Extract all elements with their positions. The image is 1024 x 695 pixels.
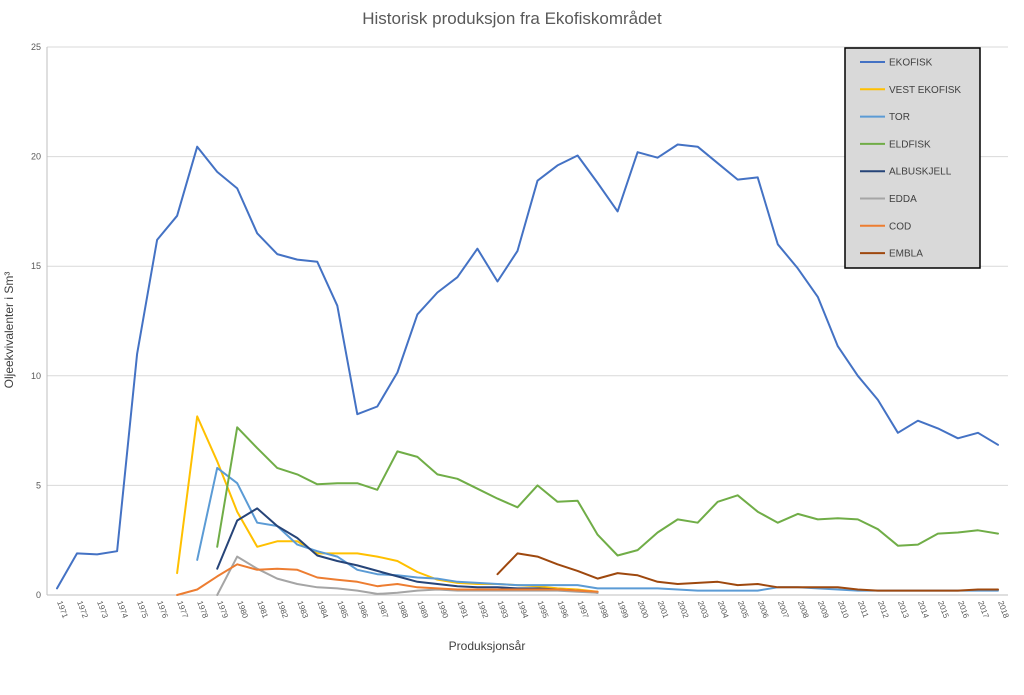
x-tick-label: 2018 bbox=[996, 600, 1011, 620]
legend-label-edda: EDDA bbox=[889, 194, 917, 205]
legend-box bbox=[844, 47, 981, 269]
x-tick-label: 1993 bbox=[496, 600, 511, 620]
x-tick-label: 2007 bbox=[776, 600, 791, 620]
x-tick-label: 1982 bbox=[275, 600, 290, 620]
y-tick-label: 0 bbox=[36, 590, 41, 600]
series-line-edda bbox=[216, 555, 599, 596]
legend-label-embla: EMBLA bbox=[889, 249, 923, 260]
x-tick-label: 1995 bbox=[536, 600, 551, 620]
legend-label-eldfisk: ELDFISK bbox=[889, 139, 931, 150]
x-tick-label: 1998 bbox=[596, 600, 611, 620]
x-tick-label: 2003 bbox=[696, 600, 711, 620]
x-tick-label: 2002 bbox=[676, 600, 691, 620]
series-line-albuskjell bbox=[216, 507, 599, 594]
x-tick-label: 1986 bbox=[355, 600, 370, 620]
x-tick-label: 2004 bbox=[716, 600, 731, 620]
x-tick-label: 1974 bbox=[115, 600, 130, 620]
series-lines bbox=[56, 143, 999, 596]
x-tick-label: 1971 bbox=[55, 600, 70, 620]
x-tick-label: 1975 bbox=[135, 600, 150, 620]
y-axis-title: Oljeekvivalenter i Sm³ bbox=[2, 272, 16, 389]
x-tick-label: 1980 bbox=[235, 600, 250, 620]
x-axis-title: Produksjonsår bbox=[449, 639, 526, 653]
series-line-eldfisk bbox=[216, 426, 999, 557]
x-tick-label: 2017 bbox=[976, 600, 991, 620]
legend-label-albuskjell: ALBUSKJELL bbox=[889, 167, 952, 178]
legend-label-ekofisk: EKOFISK bbox=[889, 58, 933, 69]
x-tick-label: 2015 bbox=[936, 600, 951, 620]
x-tick-label: 1996 bbox=[556, 600, 571, 620]
legend: EKOFISK VEST EKOFISK TOR ELDFISK ALBUSKJELL E… bbox=[844, 47, 981, 269]
series-line-cod bbox=[176, 563, 599, 596]
y-tick-label: 20 bbox=[31, 152, 41, 162]
x-tick-label: 1994 bbox=[516, 600, 531, 620]
x-tick-label: 1976 bbox=[155, 600, 170, 620]
x-tick-label: 1988 bbox=[395, 600, 410, 620]
x-tick-label: 1991 bbox=[456, 600, 471, 620]
x-tick-label: 1979 bbox=[215, 600, 230, 620]
x-tick-label: 2005 bbox=[736, 600, 751, 620]
x-tick-label: 1992 bbox=[476, 600, 491, 620]
x-tick-label: 1990 bbox=[436, 600, 451, 620]
x-tick-label: 1984 bbox=[315, 600, 330, 620]
x-tick-label: 2000 bbox=[636, 600, 651, 620]
legend-label-vest-ekofisk: VEST EKOFISK bbox=[889, 85, 961, 96]
x-tick-label: 2008 bbox=[796, 600, 811, 620]
x-tick-label: 2016 bbox=[956, 600, 971, 620]
x-tick-label: 1987 bbox=[375, 600, 390, 620]
x-tick-label: 1973 bbox=[95, 600, 110, 620]
y-tick-labels: 0 5 10 15 20 25 bbox=[31, 42, 41, 600]
x-tick-label: 1983 bbox=[295, 600, 310, 620]
chart-title: Historisk produksjon fra Ekofiskområdet bbox=[362, 9, 662, 28]
series-line-embla bbox=[496, 552, 999, 592]
x-tick-label: 2001 bbox=[656, 600, 671, 620]
x-tick-label: 1997 bbox=[576, 600, 591, 620]
x-tick-label: 1999 bbox=[616, 600, 631, 620]
x-tick-label: 2009 bbox=[816, 600, 831, 620]
x-tick-label: 1981 bbox=[255, 600, 270, 620]
x-tick-label: 2011 bbox=[856, 600, 871, 620]
x-tick-labels: 1971 1972 1973 1974 1975 1976 1977 1978 1979 1980… bbox=[55, 600, 1011, 620]
legend-label-tor: TOR bbox=[889, 112, 910, 123]
series-line-ekofisk bbox=[56, 143, 999, 590]
x-tick-label: 1977 bbox=[175, 600, 190, 620]
y-tick-label: 15 bbox=[31, 261, 41, 271]
x-tick-label: 2012 bbox=[876, 600, 891, 620]
x-tick-label: 1985 bbox=[335, 600, 350, 620]
y-tick-label: 10 bbox=[31, 371, 41, 381]
x-tick-label: 1972 bbox=[75, 600, 90, 620]
x-tick-label: 1978 bbox=[195, 600, 210, 620]
x-tick-label: 2006 bbox=[756, 600, 771, 620]
y-tick-label: 25 bbox=[31, 42, 41, 52]
x-tick-label: 2013 bbox=[896, 600, 911, 620]
x-tick-label: 2014 bbox=[916, 600, 931, 620]
x-tick-label: 1989 bbox=[416, 600, 431, 620]
y-tick-label: 5 bbox=[36, 480, 41, 490]
legend-label-cod: COD bbox=[889, 221, 911, 232]
x-tick-label: 2010 bbox=[836, 600, 851, 620]
